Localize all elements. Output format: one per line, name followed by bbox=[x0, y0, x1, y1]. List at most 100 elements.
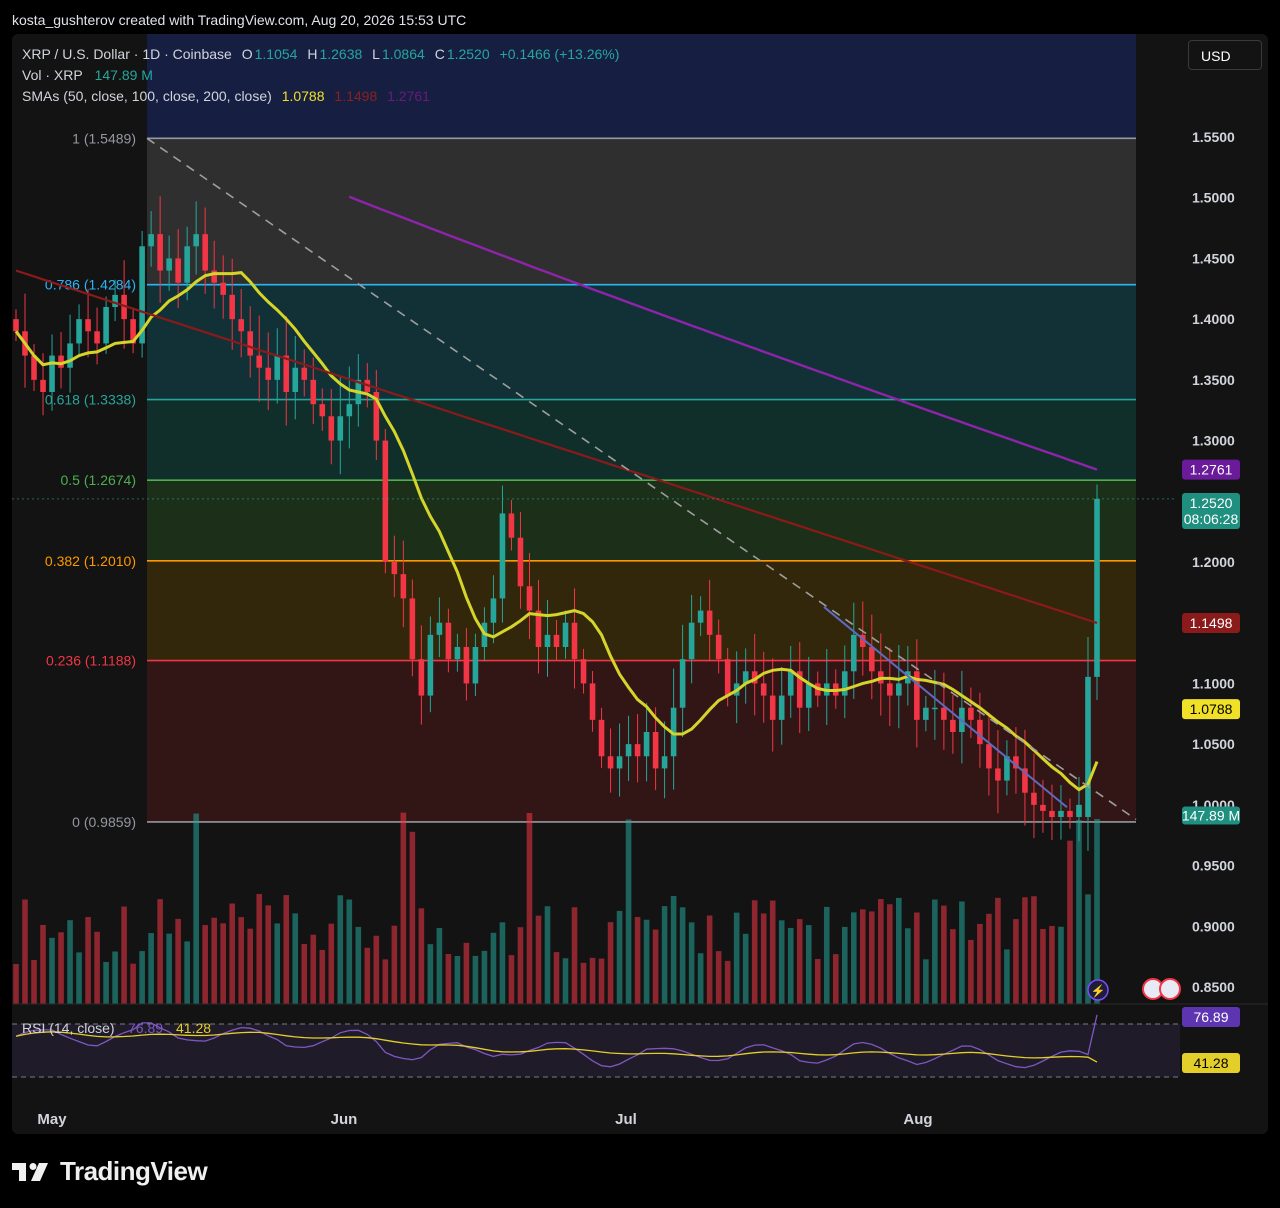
fib-label-3: 0.5 (1.2674) bbox=[61, 472, 137, 488]
fib-zone-2 bbox=[147, 399, 1136, 481]
candle bbox=[1094, 498, 1100, 677]
fib-zone-3 bbox=[147, 480, 1136, 561]
volume-bar bbox=[40, 924, 46, 1004]
volume-bar bbox=[283, 895, 290, 1004]
candle bbox=[319, 404, 326, 417]
time-axis-label: Jun bbox=[331, 1111, 358, 1128]
volume-bar bbox=[328, 923, 335, 1004]
candle bbox=[40, 379, 46, 392]
candle bbox=[607, 756, 614, 769]
volume-bar bbox=[436, 928, 443, 1004]
volume-bar bbox=[49, 937, 55, 1004]
legend-ohlc: XRP / U.S. Dollar · 1D · Coinbase O 1.105… bbox=[22, 46, 621, 62]
fib-zone-0 bbox=[147, 138, 1136, 285]
volume-bar bbox=[841, 926, 848, 1004]
candle bbox=[427, 634, 434, 696]
candle bbox=[535, 610, 542, 647]
volume-bar bbox=[364, 947, 371, 1004]
volume-bar bbox=[166, 933, 172, 1004]
volume-bar bbox=[643, 919, 650, 1004]
candle bbox=[977, 719, 983, 745]
close-label: C bbox=[434, 46, 445, 62]
candle bbox=[274, 355, 281, 380]
candle bbox=[337, 416, 344, 441]
chart-frame[interactable]: 1 (1.5489) 0.786 (1.4284) 0.618 (1.3338) 0.… bbox=[12, 34, 1268, 1134]
sma200-tag: 1.2761 bbox=[1190, 462, 1233, 478]
price-axis-label: 1.5500 bbox=[1192, 129, 1235, 145]
tradingview-logo-icon bbox=[12, 1162, 48, 1181]
price-axis-label: 1.2000 bbox=[1192, 554, 1235, 570]
volume-bar bbox=[1094, 819, 1100, 1004]
volume-bar bbox=[526, 812, 533, 1004]
high-value: 1.2638 bbox=[319, 46, 363, 62]
candle bbox=[373, 392, 380, 441]
candle bbox=[841, 671, 848, 696]
volume-bar bbox=[724, 960, 731, 1004]
volume-bar bbox=[968, 939, 974, 1004]
sma200-tag-bg bbox=[1182, 459, 1240, 480]
volume-bar bbox=[742, 933, 749, 1004]
volume-bar bbox=[265, 905, 272, 1004]
volume-bar bbox=[562, 958, 569, 1004]
candle bbox=[346, 404, 353, 417]
candle bbox=[679, 659, 686, 708]
volume-bar bbox=[463, 942, 470, 1004]
candle bbox=[58, 355, 64, 368]
dashed-trendline bbox=[146, 137, 1137, 821]
candle bbox=[328, 416, 335, 441]
volume-bar bbox=[950, 929, 956, 1004]
volume-bar bbox=[355, 926, 362, 1004]
volume-bar bbox=[670, 896, 677, 1004]
volume-bar bbox=[1013, 919, 1019, 1004]
time-axis-label: Jul bbox=[615, 1111, 637, 1128]
candle bbox=[1085, 676, 1091, 817]
sma-label: SMAs (50, close, 100, close, 200, close) bbox=[22, 88, 272, 104]
volume-bar bbox=[959, 901, 965, 1004]
candle bbox=[887, 683, 893, 696]
candle bbox=[508, 513, 515, 538]
candle bbox=[463, 647, 470, 684]
candle bbox=[31, 355, 37, 380]
rsi-label: RSI (14, close) bbox=[22, 1020, 115, 1036]
volume-bar bbox=[859, 909, 866, 1004]
volume-bar bbox=[139, 951, 145, 1004]
volume-bar bbox=[580, 962, 587, 1004]
candle bbox=[472, 647, 479, 684]
candle bbox=[859, 634, 866, 647]
volume-bar bbox=[661, 906, 668, 1004]
volume-bar bbox=[508, 955, 515, 1004]
price-chart[interactable]: 1 (1.5489) 0.786 (1.4284) 0.618 (1.3338) 0.… bbox=[12, 34, 1268, 1134]
volume-bar bbox=[625, 819, 632, 1004]
volume-bar bbox=[760, 913, 767, 1004]
fib-label-2: 0.618 (1.3338) bbox=[45, 392, 136, 408]
brand-name: TradingView bbox=[60, 1156, 208, 1186]
currency-button[interactable]: USD bbox=[1188, 40, 1262, 70]
price-axis-label: 1.3000 bbox=[1192, 433, 1235, 449]
candle bbox=[49, 355, 55, 392]
candle bbox=[643, 732, 650, 757]
change-value: +0.1466 (+13.26%) bbox=[499, 46, 620, 62]
price-axis-label: 1.3500 bbox=[1192, 372, 1235, 388]
fib-top-band bbox=[147, 34, 1136, 139]
volume-bar bbox=[13, 964, 19, 1004]
candle bbox=[995, 768, 1001, 781]
volume-bar bbox=[805, 925, 812, 1004]
candle bbox=[616, 756, 623, 769]
volume-bar bbox=[850, 912, 857, 1004]
volume-tag-bg bbox=[1182, 806, 1240, 825]
volume-bar bbox=[310, 934, 317, 1004]
volume-bar bbox=[454, 955, 461, 1004]
volume-bar bbox=[301, 944, 308, 1004]
candle bbox=[769, 695, 776, 720]
candle bbox=[130, 319, 136, 344]
volume-bar bbox=[1040, 928, 1046, 1004]
candle bbox=[652, 732, 659, 769]
volume-bar bbox=[814, 958, 821, 1004]
price-axis-label: 0.8500 bbox=[1192, 979, 1235, 995]
volume-bar bbox=[679, 907, 686, 1004]
candle bbox=[265, 367, 272, 380]
candle bbox=[1022, 768, 1028, 793]
lightning-glyph: ⚡ bbox=[1091, 984, 1106, 998]
volume-bar bbox=[346, 899, 353, 1004]
candle bbox=[661, 756, 668, 769]
